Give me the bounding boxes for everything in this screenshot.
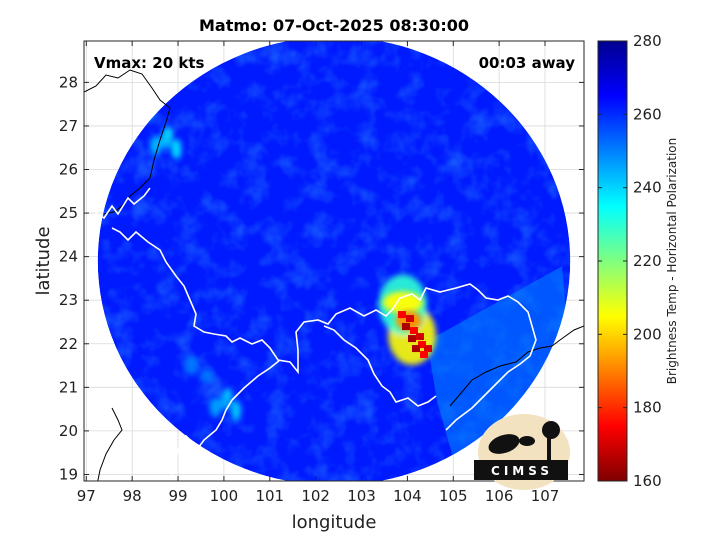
y-axis-label: latitude [33, 226, 54, 295]
cell-halo [199, 369, 214, 384]
vmax-annotation: Vmax: 20 kts [94, 54, 204, 72]
core-cell [423, 345, 432, 353]
colorbar-tick-label: 220 [633, 252, 662, 270]
x-tick-label: 104 [393, 487, 422, 505]
y-tick-label: 19 [59, 465, 78, 483]
x-tick-label: 106 [485, 487, 514, 505]
map-borders [84, 69, 584, 481]
x-tick-label: 101 [255, 487, 284, 505]
y-axis-ticks: 19 20 21 22 23 24 25 26 27 28 [59, 73, 584, 483]
logo-satellite-dish-small [519, 436, 535, 446]
core-cell [415, 333, 424, 341]
colorbar-tick-label: 180 [633, 399, 662, 417]
y-tick-label: 26 [59, 161, 78, 179]
chart-title: Matmo: 07-Oct-2025 08:30:00 [199, 16, 469, 35]
core-cell [405, 315, 414, 323]
core-cell [417, 341, 426, 349]
colorbar-tick-label: 280 [633, 32, 662, 50]
x-tick-label: 99 [168, 487, 187, 505]
colorbar-tick-label: 240 [633, 179, 662, 197]
cell-halo [184, 355, 199, 376]
cell-halo [159, 134, 172, 149]
y-tick-label: 20 [59, 422, 78, 440]
x-tick-label: 98 [123, 487, 142, 505]
y-tick-label: 22 [59, 335, 78, 353]
colorbar-tick-label: 160 [633, 472, 662, 490]
x-tick-label: 105 [439, 487, 468, 505]
y-tick-label: 23 [59, 291, 78, 309]
core-cell [411, 345, 420, 353]
x-tick-label: 102 [301, 487, 330, 505]
y-tick-label: 25 [59, 204, 78, 222]
x-tick-label: 107 [531, 487, 560, 505]
band-halo [382, 291, 423, 314]
time-away-annotation: 00:03 away [479, 54, 576, 72]
core-cell [407, 335, 416, 343]
core-cell [397, 311, 406, 319]
colorbar-tick-label: 260 [633, 105, 662, 123]
core-cell [401, 323, 410, 331]
colorbar-tick-label: 200 [633, 325, 662, 343]
colorbar [597, 40, 628, 482]
x-tick-label: 100 [210, 487, 239, 505]
y-tick-label: 21 [59, 378, 78, 396]
x-axis-label: longitude [292, 512, 377, 533]
cimss-logo: CIMSS [474, 414, 570, 490]
brightness-temperature-swath [97, 41, 571, 481]
axes-frame [83, 40, 585, 482]
logo-satellite-dish [488, 434, 520, 454]
logo-building [474, 460, 568, 480]
logo-water-tower-tank [542, 421, 560, 439]
colorbar-ticks: 280 260 240 220 200 180 160 [598, 32, 662, 490]
logo-water-tower-leg [547, 438, 551, 464]
core-cell [419, 351, 428, 359]
x-axis-ticks: 97 98 99 100 101 102 103 104 105 106 107 [77, 41, 560, 505]
y-tick-label: 24 [59, 248, 78, 266]
y-tick-label: 27 [59, 117, 78, 135]
core-cell [409, 327, 418, 335]
border-inner [91, 187, 537, 481]
cell-halo [209, 397, 222, 418]
y-tick-label: 28 [59, 73, 78, 91]
cell-halo [149, 135, 162, 156]
x-tick-label: 97 [77, 487, 96, 505]
logo-text: CIMSS [491, 464, 553, 478]
cell-halo [171, 139, 182, 160]
colorbar-label: Brightness Temp - Horizontal Polarizatio… [665, 138, 679, 385]
cell-halo [231, 400, 242, 421]
x-tick-label: 103 [347, 487, 376, 505]
